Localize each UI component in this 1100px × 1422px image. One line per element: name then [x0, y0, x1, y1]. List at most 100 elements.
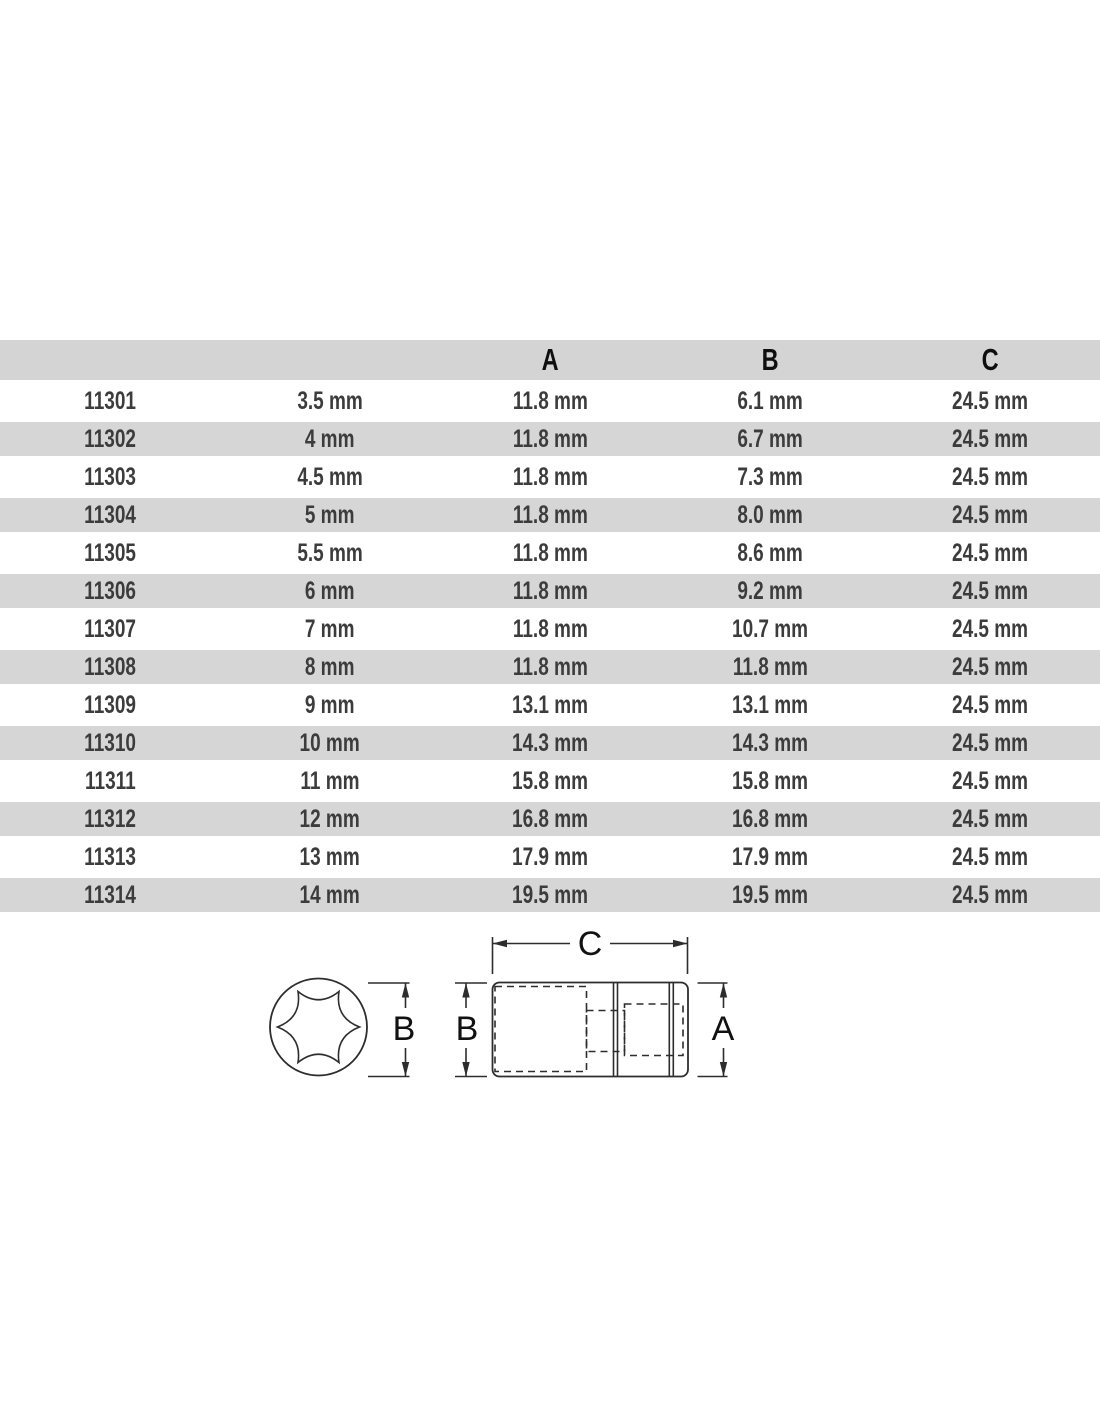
table-cell: 11309	[0, 688, 220, 722]
hidden-bore-large	[494, 985, 588, 1073]
table-cell: 24.5 mm	[880, 726, 1100, 760]
table-cell: 11306	[0, 574, 220, 608]
table-cell: 11.8 mm	[660, 650, 880, 684]
table-cell: 11302	[0, 422, 220, 456]
table-cell: 4.5 mm	[220, 460, 440, 494]
table-cell: 19.5 mm	[660, 878, 880, 912]
table-cell: 16.8 mm	[660, 802, 880, 836]
column-header-c: C	[880, 340, 1100, 380]
table-cell: 19.5 mm	[440, 878, 660, 912]
table-cell: 8 mm	[220, 650, 440, 684]
table-cell: 11.8 mm	[440, 460, 660, 494]
table-cell: 24.5 mm	[880, 764, 1100, 798]
table-cell: 11308	[0, 650, 220, 684]
table-cell: 11.8 mm	[440, 498, 660, 532]
table-row: 11306 6 mm 11.8 mm 9.2 mm 24.5 mm	[0, 574, 1100, 608]
table-cell: 8.6 mm	[660, 536, 880, 570]
socket-body-outline	[491, 981, 689, 1078]
table-cell: 11314	[0, 878, 220, 912]
table-cell: 15.8 mm	[660, 764, 880, 798]
table-cell: 11307	[0, 612, 220, 646]
table-cell: 11312	[0, 802, 220, 836]
table-cell: 11313	[0, 840, 220, 874]
table-cell: 11.8 mm	[440, 384, 660, 418]
table-cell: 17.9 mm	[440, 840, 660, 874]
table-cell: 13.1 mm	[440, 688, 660, 722]
table-cell: 17.9 mm	[660, 840, 880, 874]
table-row: 11310 10 mm 14.3 mm 14.3 mm 24.5 mm	[0, 726, 1100, 760]
table-row: 11302 4 mm 11.8 mm 6.7 mm 24.5 mm	[0, 422, 1100, 456]
table-cell: 11305	[0, 536, 220, 570]
hidden-bore-middle	[585, 1009, 626, 1053]
table-row: 11304 5 mm 11.8 mm 8.0 mm 24.5 mm	[0, 498, 1100, 532]
dimension-label-a: A	[712, 1010, 735, 1048]
table-row: 11305 5.5 mm 11.8 mm 8.6 mm 24.5 mm	[0, 536, 1100, 570]
socket-front-view	[269, 977, 368, 1077]
table-row: 11307 7 mm 11.8 mm 10.7 mm 24.5 mm	[0, 612, 1100, 646]
table-row: 11303 4.5 mm 11.8 mm 7.3 mm 24.5 mm	[0, 460, 1100, 494]
socket-technical-drawing: B B C	[269, 925, 740, 1078]
table-cell: 7 mm	[220, 612, 440, 646]
table-row: 11301 3.5 mm 11.8 mm 6.1 mm 24.5 mm	[0, 384, 1100, 418]
dimension-b-side: B	[452, 982, 487, 1078]
table-cell: 24.5 mm	[880, 802, 1100, 836]
table-cell: 24.5 mm	[880, 688, 1100, 722]
table-cell: 11.8 mm	[440, 612, 660, 646]
table-cell: 15.8 mm	[440, 764, 660, 798]
socket-side-view	[491, 981, 689, 1078]
table-row: 11311 11 mm 15.8 mm 15.8 mm 24.5 mm	[0, 764, 1100, 798]
table-cell: 5.5 mm	[220, 536, 440, 570]
table-cell: 11310	[0, 726, 220, 760]
table-cell: 14.3 mm	[440, 726, 660, 760]
table-cell: 11311	[0, 764, 220, 798]
dimension-b-front: B	[368, 982, 420, 1078]
table-cell: 3.5 mm	[220, 384, 440, 418]
table-cell: 12 mm	[220, 802, 440, 836]
table-cell: 4 mm	[220, 422, 440, 456]
column-header-b: B	[660, 340, 880, 380]
table-cell: 9.2 mm	[660, 574, 880, 608]
table-cell: 24.5 mm	[880, 574, 1100, 608]
table-row: 11313 13 mm 17.9 mm 17.9 mm 24.5 mm	[0, 840, 1100, 874]
table-cell: 14 mm	[220, 878, 440, 912]
table-body: 11301 3.5 mm 11.8 mm 6.1 mm 24.5 mm 11302 4 mm…	[0, 384, 1100, 912]
column-header-a: A	[440, 340, 660, 380]
table-cell: 24.5 mm	[880, 840, 1100, 874]
column-header-1	[220, 340, 440, 380]
table-cell: 24.5 mm	[880, 536, 1100, 570]
table-cell: 8.0 mm	[660, 498, 880, 532]
dimension-label-b-front: B	[393, 1010, 416, 1048]
table-cell: 10 mm	[220, 726, 440, 760]
table-cell: 14.3 mm	[660, 726, 880, 760]
table-cell: 13.1 mm	[660, 688, 880, 722]
dimension-a: A	[697, 982, 740, 1078]
socket-band-lines	[612, 982, 675, 1077]
table-cell: 11303	[0, 460, 220, 494]
table-cell: 24.5 mm	[880, 650, 1100, 684]
table-cell: 7.3 mm	[660, 460, 880, 494]
table-cell: 24.5 mm	[880, 498, 1100, 532]
table-cell: 24.5 mm	[880, 460, 1100, 494]
dimension-label-c: C	[578, 925, 603, 963]
table-cell: 24.5 mm	[880, 422, 1100, 456]
hex-profile	[275, 989, 362, 1065]
table-cell: 11.8 mm	[440, 422, 660, 456]
table-cell: 10.7 mm	[660, 612, 880, 646]
hidden-square-drive	[623, 1003, 684, 1057]
table-row: 11309 9 mm 13.1 mm 13.1 mm 24.5 mm	[0, 688, 1100, 722]
table-cell: 11301	[0, 384, 220, 418]
table-cell: 6.1 mm	[660, 384, 880, 418]
table-row: 11314 14 mm 19.5 mm 19.5 mm 24.5 mm	[0, 878, 1100, 912]
table-cell: 11 mm	[220, 764, 440, 798]
table-cell: 5 mm	[220, 498, 440, 532]
table-cell: 24.5 mm	[880, 612, 1100, 646]
dimension-label-b-side: B	[456, 1010, 479, 1048]
table-cell: 9 mm	[220, 688, 440, 722]
table-cell: 16.8 mm	[440, 802, 660, 836]
table-row: 11312 12 mm 16.8 mm 16.8 mm 24.5 mm	[0, 802, 1100, 836]
table-cell: 6 mm	[220, 574, 440, 608]
table-cell: 11304	[0, 498, 220, 532]
